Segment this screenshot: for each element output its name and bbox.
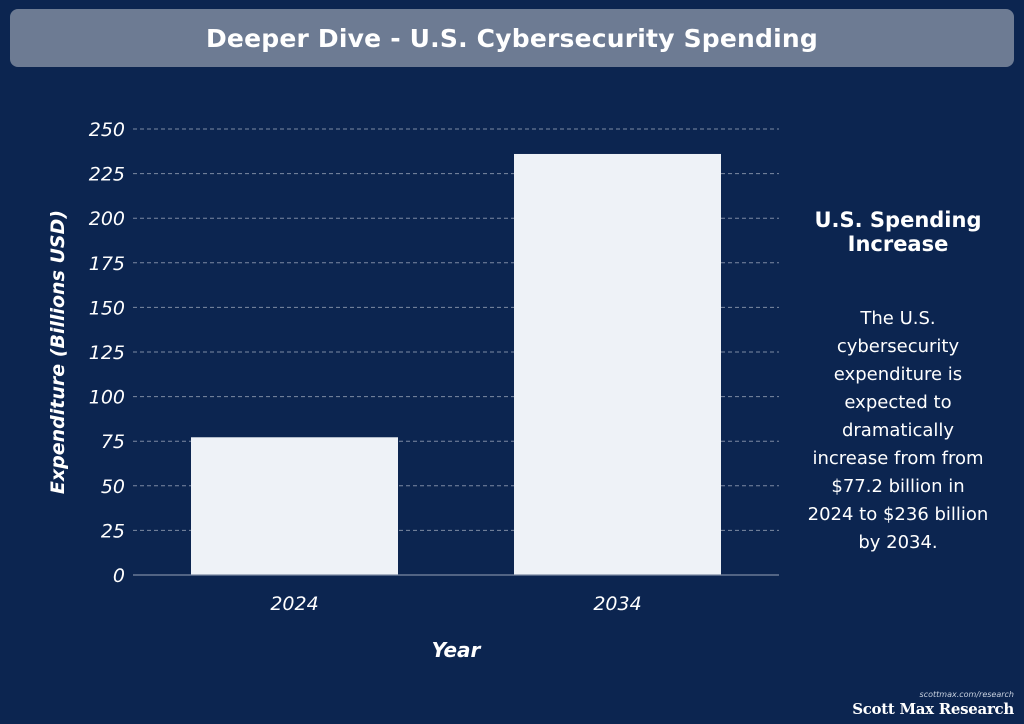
sidebar-heading: U.S. Spending Increase bbox=[814, 208, 982, 256]
y-tick-label: 0 bbox=[113, 565, 125, 587]
brand-footer: scottmax.com/research Scott Max Research bbox=[852, 690, 1014, 718]
y-tick-label: 250 bbox=[89, 119, 125, 141]
y-tick-label: 150 bbox=[89, 297, 125, 319]
title-banner: Deeper Dive - U.S. Cybersecurity Spendin… bbox=[10, 9, 1014, 67]
y-axis-label: Expenditure (Billions USD) bbox=[47, 210, 69, 494]
y-tick-label: 75 bbox=[101, 431, 125, 453]
y-tick-label: 100 bbox=[89, 387, 125, 409]
sidebar-description: The U.S. cybersecurity expenditure is ex… bbox=[807, 308, 989, 553]
x-axis-label: Year bbox=[432, 638, 482, 662]
y-tick-label: 200 bbox=[89, 208, 125, 230]
y-axis-ticks: 0 25 50 75 100 125 150 175 200 225 250 bbox=[89, 119, 125, 587]
y-tick-label: 125 bbox=[89, 342, 125, 364]
x-axis-ticks: 2024 2034 bbox=[270, 593, 641, 615]
x-tick-label: 2024 bbox=[270, 593, 318, 615]
brand-url: scottmax.com/research bbox=[919, 690, 1014, 699]
y-tick-label: 50 bbox=[101, 476, 125, 498]
chart-bars bbox=[191, 153, 721, 575]
y-tick-label: 25 bbox=[101, 520, 125, 542]
x-tick-label: 2034 bbox=[593, 593, 641, 615]
page-title: Deeper Dive - U.S. Cybersecurity Spendin… bbox=[205, 23, 819, 53]
brand-logo-text: Scott Max Research bbox=[852, 700, 1014, 718]
bar-2024 bbox=[191, 437, 398, 575]
y-tick-label: 175 bbox=[89, 253, 125, 275]
bar-2034 bbox=[514, 153, 721, 575]
y-tick-label: 225 bbox=[89, 164, 125, 186]
